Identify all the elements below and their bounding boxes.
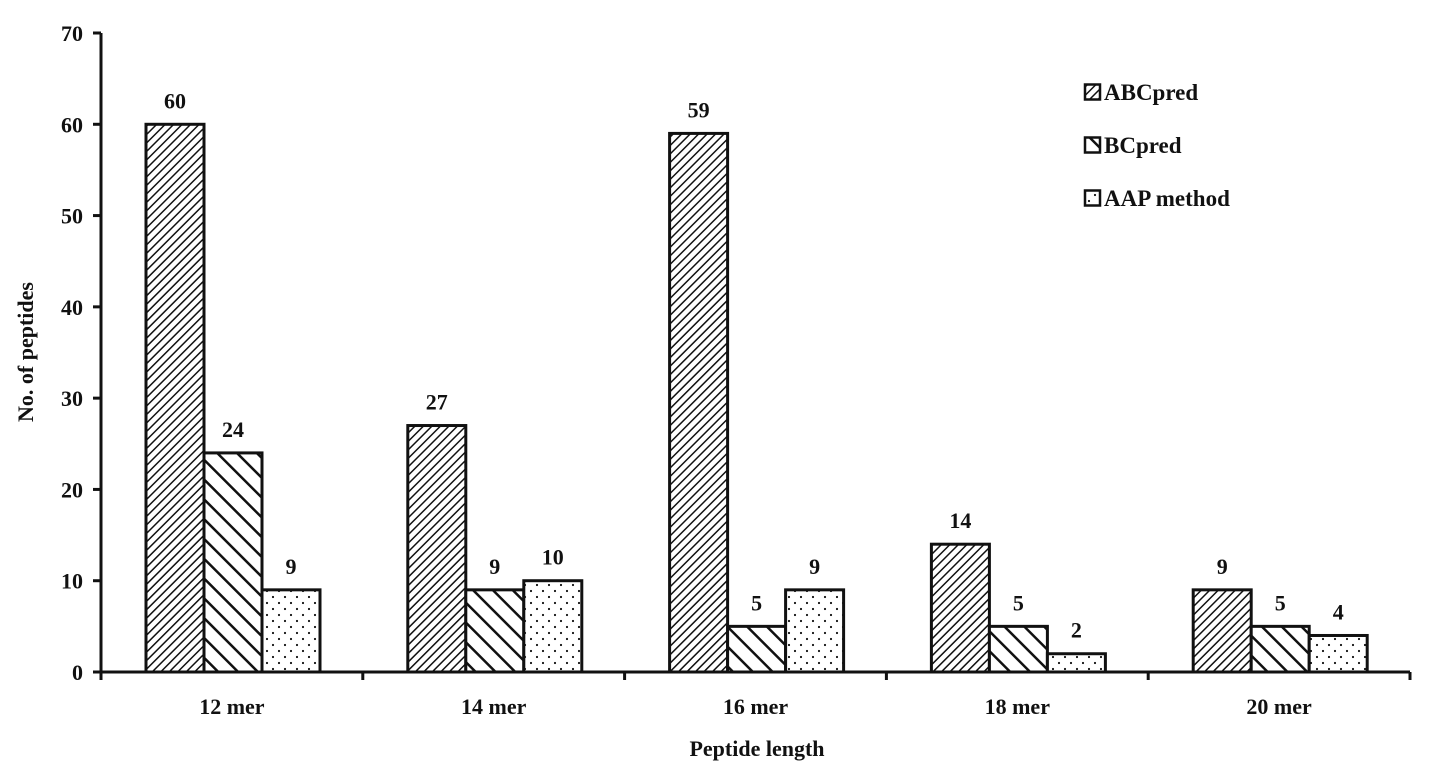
data-label-bcpred-14-mer: 9: [489, 554, 500, 579]
x-axis: 12 mer 14 mer 16 mer 18 mer 20 mer: [99, 670, 1412, 719]
y-tick-label-30: 30: [61, 386, 83, 411]
legend-label-bcpred: BCpred: [1104, 133, 1182, 158]
data-label-abcpred-12-mer: 60: [164, 88, 186, 113]
y-tick-label-70: 70: [61, 21, 83, 46]
bars: [144, 122, 1369, 674]
bar-abcpred-16-mer: [668, 131, 730, 674]
y-tick-label-20: 20: [61, 477, 83, 502]
y-axis-title: No. of peptides: [13, 282, 38, 422]
legend: ABCpred BCpred AAP method: [1083, 80, 1230, 211]
legend-label-abcpred: ABCpred: [1104, 80, 1198, 105]
y-tick-label-40: 40: [61, 295, 83, 320]
bar-bcpred-16-mer: [726, 624, 788, 674]
data-label-abcpred-16-mer: 59: [688, 97, 710, 122]
data-label-abcpred-14-mer: 27: [426, 390, 448, 415]
y-tick-label-0: 0: [72, 660, 83, 685]
x-tick-label-12-mer: 12 mer: [199, 694, 265, 719]
y-tick-label-60: 60: [61, 112, 83, 137]
x-tick-label-18-mer: 18 mer: [985, 694, 1051, 719]
bar-aap-method-20-mer: [1307, 633, 1369, 674]
data-label-bcpred-18-mer: 5: [1013, 590, 1024, 615]
bar-abcpred-12-mer: [144, 122, 206, 674]
x-axis-title: Peptide length: [689, 736, 824, 761]
bar-aap-method-12-mer: [260, 588, 322, 674]
data-label-bcpred-16-mer: 5: [751, 590, 762, 615]
legend-swatch-bcpred: [1083, 136, 1102, 154]
bar-abcpred-20-mer: [1191, 588, 1253, 674]
bar-bcpred-14-mer: [464, 588, 526, 674]
data-label-aap-method-12-mer: 9: [286, 554, 297, 579]
data-label-bcpred-12-mer: 24: [222, 417, 244, 442]
bar-bcpred-20-mer: [1249, 624, 1311, 674]
legend-swatch-aap-method: [1083, 189, 1102, 207]
y-tick-label-10: 10: [61, 569, 83, 594]
data-label-aap-method-16-mer: 9: [809, 554, 820, 579]
data-label-bcpred-20-mer: 5: [1275, 590, 1286, 615]
y-axis: 0 10 20 30 40 50 60 70: [61, 21, 103, 685]
data-label-aap-method-20-mer: 4: [1333, 599, 1344, 624]
bar-abcpred-14-mer: [406, 424, 468, 674]
data-label-abcpred-20-mer: 9: [1217, 554, 1228, 579]
legend-swatch-abcpred: [1083, 83, 1102, 101]
x-tick-label-20-mer: 20 mer: [1246, 694, 1312, 719]
bar-aap-method-14-mer: [522, 579, 584, 674]
bar-abcpred-18-mer: [929, 542, 991, 674]
data-label-aap-method-18-mer: 2: [1071, 618, 1082, 643]
bar-bcpred-12-mer: [202, 451, 264, 674]
legend-label-aap-method: AAP method: [1104, 186, 1230, 211]
y-tick-label-50: 50: [61, 204, 83, 229]
bar-bcpred-18-mer: [987, 624, 1049, 674]
x-tick-label-14-mer: 14 mer: [461, 694, 527, 719]
bar-aap-method-18-mer: [1045, 652, 1107, 674]
data-label-aap-method-14-mer: 10: [542, 545, 564, 570]
bar-aap-method-16-mer: [784, 588, 846, 674]
data-label-abcpred-18-mer: 14: [949, 508, 971, 533]
x-tick-label-16-mer: 16 mer: [723, 694, 789, 719]
